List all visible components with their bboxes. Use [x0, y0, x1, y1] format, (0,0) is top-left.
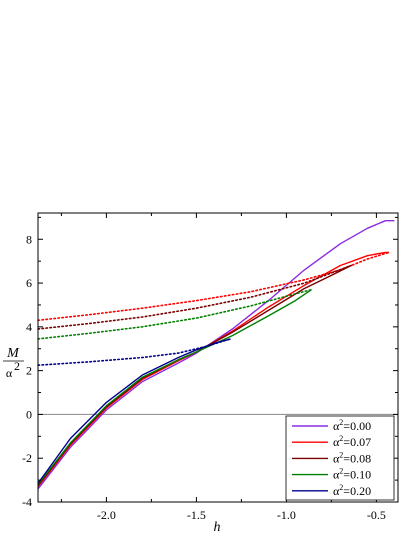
legend-label-4: α2=0.20: [333, 483, 371, 498]
legend-label-1: α2=0.07: [333, 434, 371, 449]
series-0-solid-line: [37, 220, 395, 490]
legend-label-2: α2=0.08: [333, 450, 371, 465]
y-tick-label: 0: [26, 407, 32, 421]
series-3-solid-line: [37, 289, 312, 485]
x-axis-label: h: [214, 520, 221, 535]
x-tick-label: -1.5: [187, 508, 206, 522]
plot-area: [37, 220, 398, 490]
x-tick-label: -2.0: [97, 508, 116, 522]
series-4-dotted-line: [37, 338, 232, 366]
legend-label-0: α2=0.00: [333, 418, 371, 433]
series-1-dotted-line: [37, 251, 390, 322]
series-1-solid-line: [37, 251, 389, 488]
y-axis-label-denominator: α: [6, 366, 13, 380]
plot-frame: [37, 212, 399, 503]
y-tick-label: 2: [26, 364, 32, 378]
series-3-dotted-line: [37, 288, 313, 340]
y-tick-label: -2: [22, 451, 32, 465]
series-4-solid-line: [37, 338, 231, 484]
y-tick-label: 4: [26, 320, 32, 334]
tick-labels: -2.0 -1.5 -1.0 -0.5 -4 -2 0 2 4 6 8: [22, 232, 386, 522]
series-2-dotted-line: [37, 264, 352, 330]
y-tick-label: 6: [26, 276, 32, 290]
y-axis-label-numerator: M: [6, 346, 20, 361]
axes: [37, 212, 399, 503]
y-tick-label: -4: [22, 495, 32, 509]
legend-label-3: α2=0.10: [333, 467, 371, 482]
y-axis-label: M α 2: [3, 346, 24, 380]
y-axis-label-exponent: 2: [14, 359, 20, 373]
x-tick-label: -1.0: [277, 508, 296, 522]
x-tick-label: -0.5: [367, 508, 386, 522]
y-tick-label: 8: [26, 232, 32, 246]
